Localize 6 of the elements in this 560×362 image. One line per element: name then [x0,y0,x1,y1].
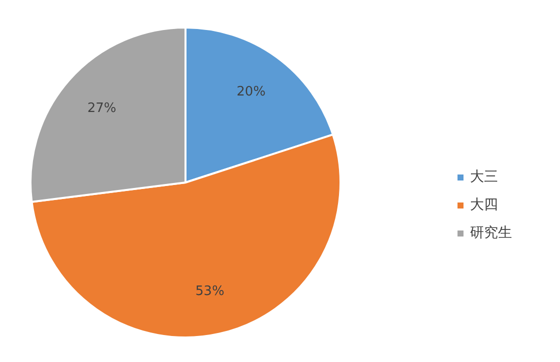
data-label: 20% [236,84,266,100]
legend-label: 大四 [470,196,498,214]
legend-label: 研究生 [470,224,512,242]
data-label: 27% [87,101,116,116]
legend-label: 大三 [470,168,498,186]
data-label: 53% [195,284,224,299]
